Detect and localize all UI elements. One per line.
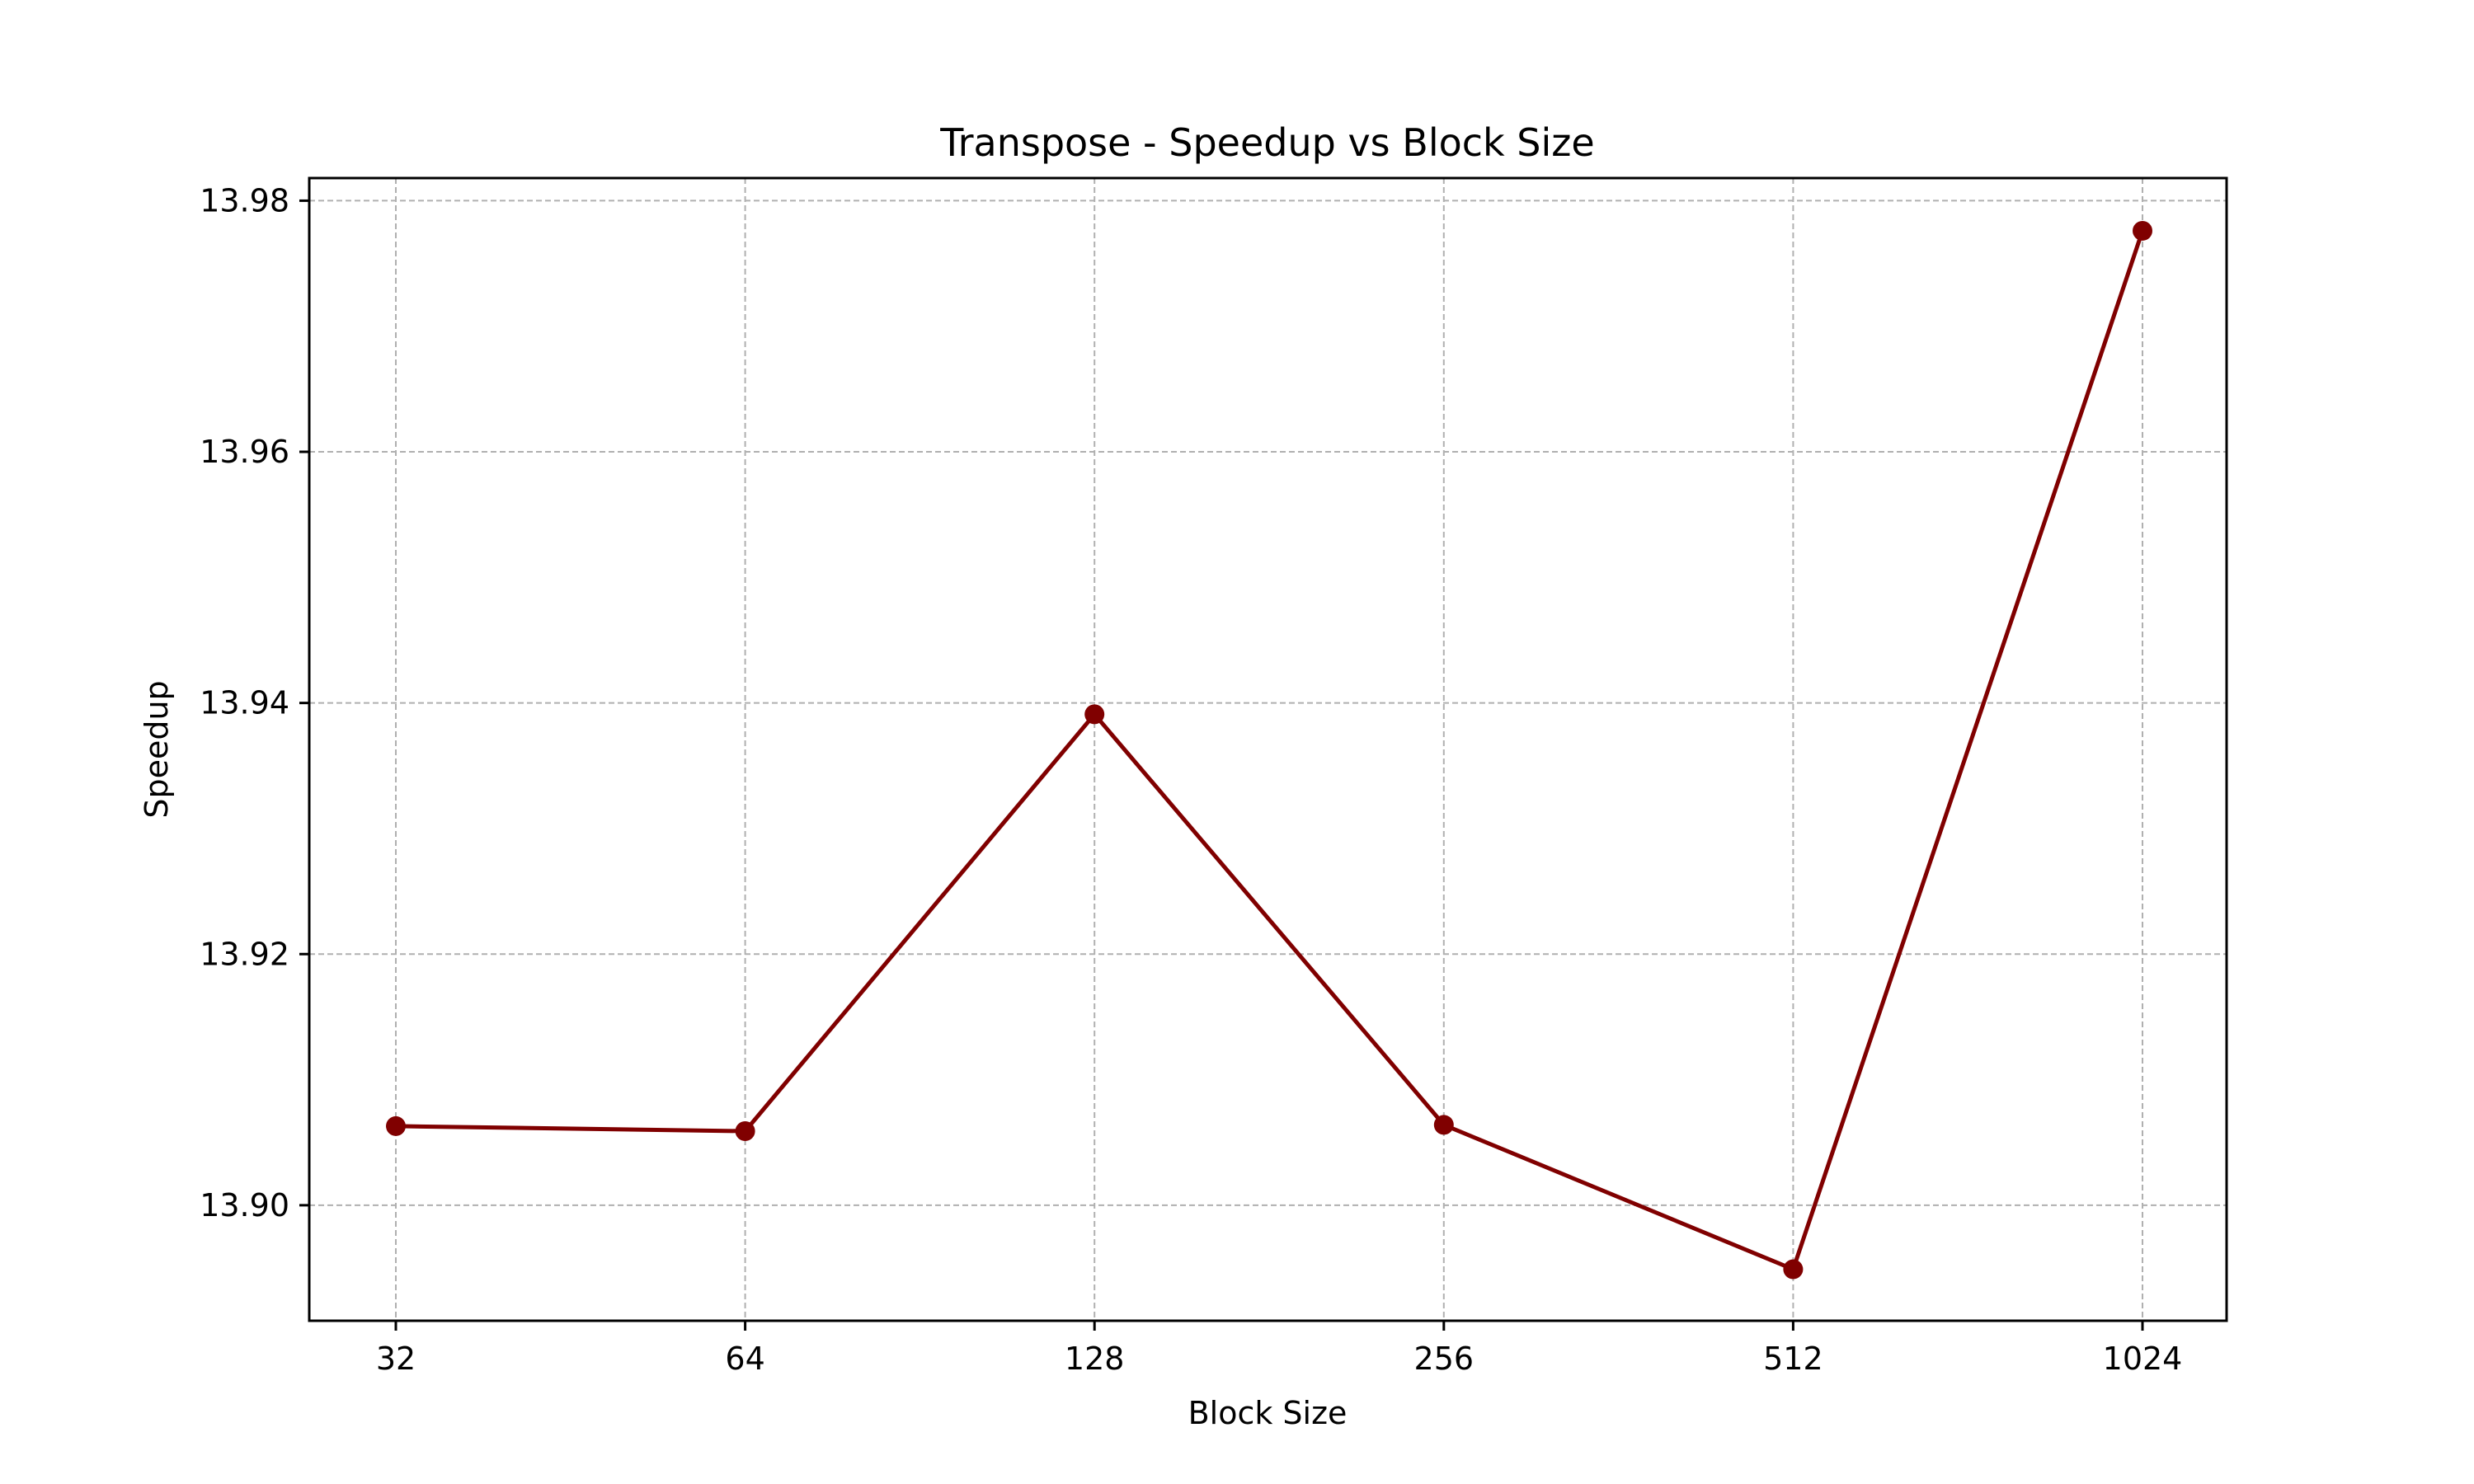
data-series: [386, 220, 2152, 1280]
axis-ticks: 32 64 128 256 512 1024 13.90 13.92 13.94 13.96 13.…: [200, 182, 2182, 1377]
data-point-marker: [1433, 1115, 1454, 1135]
data-point-marker: [1084, 704, 1105, 725]
x-axis-title: Block Size: [1188, 1395, 1348, 1431]
data-point-marker: [2133, 220, 2152, 241]
chart-title: Transpose - Speedup vs Block Size: [939, 120, 1594, 165]
data-point-marker: [735, 1121, 755, 1142]
y-axis-title: Speedup: [139, 680, 175, 818]
y-tick-label: 13.90: [200, 1187, 289, 1223]
x-tick-label: 64: [725, 1341, 764, 1377]
y-tick-label: 13.96: [200, 434, 289, 470]
data-point-marker: [1783, 1259, 1804, 1280]
x-tick-label: 128: [1065, 1341, 1125, 1377]
x-tick-label: 32: [376, 1341, 416, 1377]
grid: [309, 178, 2227, 1321]
y-tick-label: 13.98: [200, 182, 289, 218]
x-tick-label: 1024: [2103, 1341, 2183, 1377]
y-tick-label: 13.94: [200, 685, 289, 721]
plot-frame: [308, 176, 2228, 1322]
y-tick-label: 13.92: [200, 936, 289, 972]
series-line: [395, 230, 2145, 1272]
data-point-marker: [386, 1115, 406, 1136]
x-tick-label: 256: [1414, 1341, 1475, 1377]
x-tick-label: 512: [1763, 1341, 1823, 1377]
